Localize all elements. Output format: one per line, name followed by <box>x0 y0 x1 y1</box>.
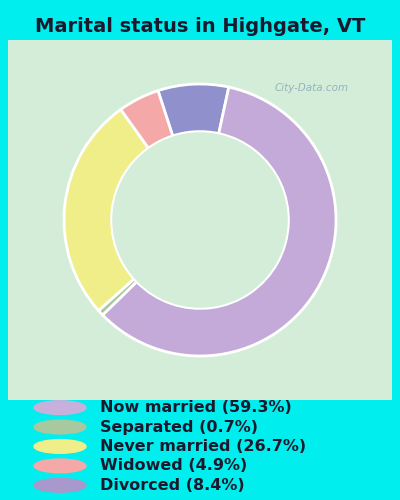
Wedge shape <box>103 87 336 356</box>
Circle shape <box>34 478 86 492</box>
Text: Marital status in Highgate, VT: Marital status in Highgate, VT <box>35 18 365 36</box>
Wedge shape <box>158 84 229 136</box>
Circle shape <box>34 401 86 414</box>
Circle shape <box>34 440 86 454</box>
Text: Widowed (4.9%): Widowed (4.9%) <box>100 458 247 473</box>
Text: Separated (0.7%): Separated (0.7%) <box>100 420 258 434</box>
Text: Divorced (8.4%): Divorced (8.4%) <box>100 478 245 493</box>
Circle shape <box>113 133 287 307</box>
Wedge shape <box>121 90 173 148</box>
Wedge shape <box>64 110 148 310</box>
Text: City-Data.com: City-Data.com <box>275 83 349 93</box>
Text: Now married (59.3%): Now married (59.3%) <box>100 400 292 415</box>
Circle shape <box>34 459 86 472</box>
Text: Never married (26.7%): Never married (26.7%) <box>100 439 306 454</box>
Wedge shape <box>98 279 137 315</box>
Circle shape <box>34 420 86 434</box>
